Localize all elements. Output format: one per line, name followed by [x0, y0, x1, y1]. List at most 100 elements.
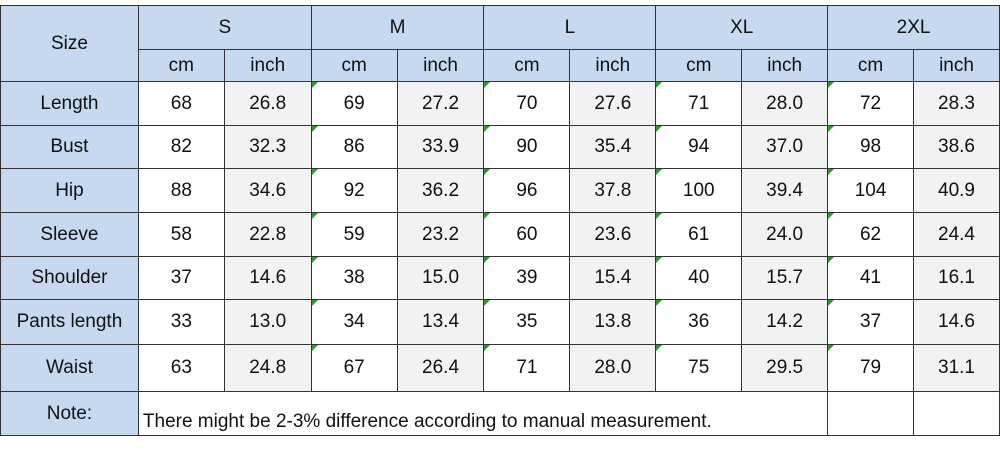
value-cell: 28.3	[913, 81, 1000, 126]
value-cell: 39.4	[741, 168, 829, 213]
value-cell: 38	[310, 256, 398, 300]
size-header: M	[310, 5, 485, 50]
value-cell: 98	[827, 125, 914, 169]
data-row: Sleeve 58 22.8 59 23.2 60 23.6 61 24.0 62 24.4	[0, 212, 1000, 257]
value-cell: 22.8	[223, 212, 312, 257]
value-cell: 36	[655, 299, 743, 345]
data-row: Waist 63 24.8 67 26.4 71 28.0 75 29.5 79 31.1	[0, 344, 1000, 392]
value-cell: 15.0	[396, 256, 485, 300]
data-row: Hip 88 34.6 92 36.2 96 37.8 100 39.4 104 40.9	[0, 168, 1000, 213]
value-cell: 15.7	[741, 256, 829, 300]
value-cell: 34	[310, 299, 398, 345]
value-cell: 92	[310, 168, 398, 213]
size-chart: Size S M L XL 2XL cm inch cm inch cm inch cm inch cm in…	[0, 5, 1000, 436]
value-cell: 86	[310, 125, 398, 169]
value-cell: 27.2	[396, 81, 485, 126]
value-cell: 13.8	[569, 299, 657, 345]
value-cell: 16.1	[913, 256, 1000, 300]
value-cell: 27.6	[569, 81, 657, 126]
value-cell: 24.0	[741, 212, 829, 257]
value-cell: 40	[655, 256, 743, 300]
value-cell: 90	[483, 125, 571, 169]
value-cell: 23.2	[396, 212, 485, 257]
value-cell: 23.6	[569, 212, 657, 257]
value-cell: 72	[827, 81, 914, 126]
value-cell: 35.4	[569, 125, 657, 169]
unit-header: inch	[223, 49, 312, 82]
value-cell: 61	[655, 212, 743, 257]
note-row: Note: There might be 2-3% difference acco…	[0, 391, 1000, 436]
data-row: Shoulder 37 14.6 38 15.0 39 15.4 40 15.7 41 16.1	[0, 256, 1000, 300]
size-table: Size S M L XL 2XL cm inch cm inch cm inch cm inch cm in…	[0, 5, 1000, 436]
unit-header: cm	[483, 49, 571, 82]
value-cell: 68	[137, 81, 225, 126]
value-cell: 41	[827, 256, 914, 300]
value-cell: 59	[310, 212, 398, 257]
row-label: Shoulder	[0, 256, 139, 300]
row-label: Bust	[0, 125, 139, 169]
header-row: Size S M L XL 2XL	[0, 5, 1000, 82]
value-cell: 26.4	[396, 344, 485, 392]
empty-cell	[913, 391, 1000, 436]
value-cell: 88	[137, 168, 225, 213]
value-cell: 24.8	[223, 344, 312, 392]
size-header: L	[483, 5, 657, 50]
value-cell: 40.9	[913, 168, 1000, 213]
unit-header: inch	[569, 49, 657, 82]
value-cell: 67	[310, 344, 398, 392]
value-cell: 36.2	[396, 168, 485, 213]
value-cell: 14.6	[223, 256, 312, 300]
value-cell: 100	[655, 168, 743, 213]
unit-header: inch	[741, 49, 829, 82]
row-label: Hip	[0, 168, 139, 213]
value-cell: 94	[655, 125, 743, 169]
value-cell: 13.0	[223, 299, 312, 345]
value-cell: 79	[827, 344, 914, 392]
value-cell: 39	[483, 256, 571, 300]
value-cell: 75	[655, 344, 743, 392]
row-label: Sleeve	[0, 212, 139, 257]
row-label: Waist	[0, 344, 139, 392]
value-cell: 69	[310, 81, 398, 126]
value-cell: 14.2	[741, 299, 829, 345]
value-cell: 58	[137, 212, 225, 257]
value-cell: 60	[483, 212, 571, 257]
value-cell: 82	[137, 125, 225, 169]
row-label: Pants length	[0, 299, 139, 345]
value-cell: 13.4	[396, 299, 485, 345]
size-header: 2XL	[827, 5, 1000, 50]
value-cell: 31.1	[913, 344, 1000, 392]
value-cell: 29.5	[741, 344, 829, 392]
value-cell: 33	[137, 299, 225, 345]
value-cell: 62	[827, 212, 914, 257]
unit-row: cm inch cm inch cm inch cm inch cm inch	[1, 49, 1000, 82]
corner-cell: Size	[0, 5, 139, 82]
value-cell: 34.6	[223, 168, 312, 213]
size-header: XL	[655, 5, 829, 50]
value-cell: 14.6	[913, 299, 1000, 345]
unit-header: cm	[310, 49, 398, 82]
value-cell: 28.0	[569, 344, 657, 392]
value-cell: 26.8	[223, 81, 312, 126]
value-cell: 38.6	[913, 125, 1000, 169]
value-cell: 15.4	[569, 256, 657, 300]
value-cell: 70	[483, 81, 571, 126]
unit-header: inch	[913, 49, 1000, 82]
value-cell: 71	[483, 344, 571, 392]
value-cell: 104	[827, 168, 914, 213]
unit-header: inch	[396, 49, 485, 82]
value-cell: 96	[483, 168, 571, 213]
data-row: Bust 82 32.3 86 33.9 90 35.4 94 37.0 98 38.6	[0, 125, 1000, 169]
data-row: Length 68 26.8 69 27.2 70 27.6 71 28.0 72 28.3	[0, 81, 1000, 126]
unit-header: cm	[655, 49, 743, 82]
empty-cell	[827, 391, 914, 436]
unit-header: cm	[827, 49, 914, 82]
data-row: Pants length 33 13.0 34 13.4 35 13.8 36 14.2 37 14…	[0, 299, 1000, 345]
row-label: Length	[0, 81, 139, 126]
unit-header: cm	[137, 49, 225, 82]
value-cell: 37.8	[569, 168, 657, 213]
value-cell: 33.9	[396, 125, 485, 169]
note-label: Note:	[0, 391, 139, 436]
value-cell: 32.3	[223, 125, 312, 169]
